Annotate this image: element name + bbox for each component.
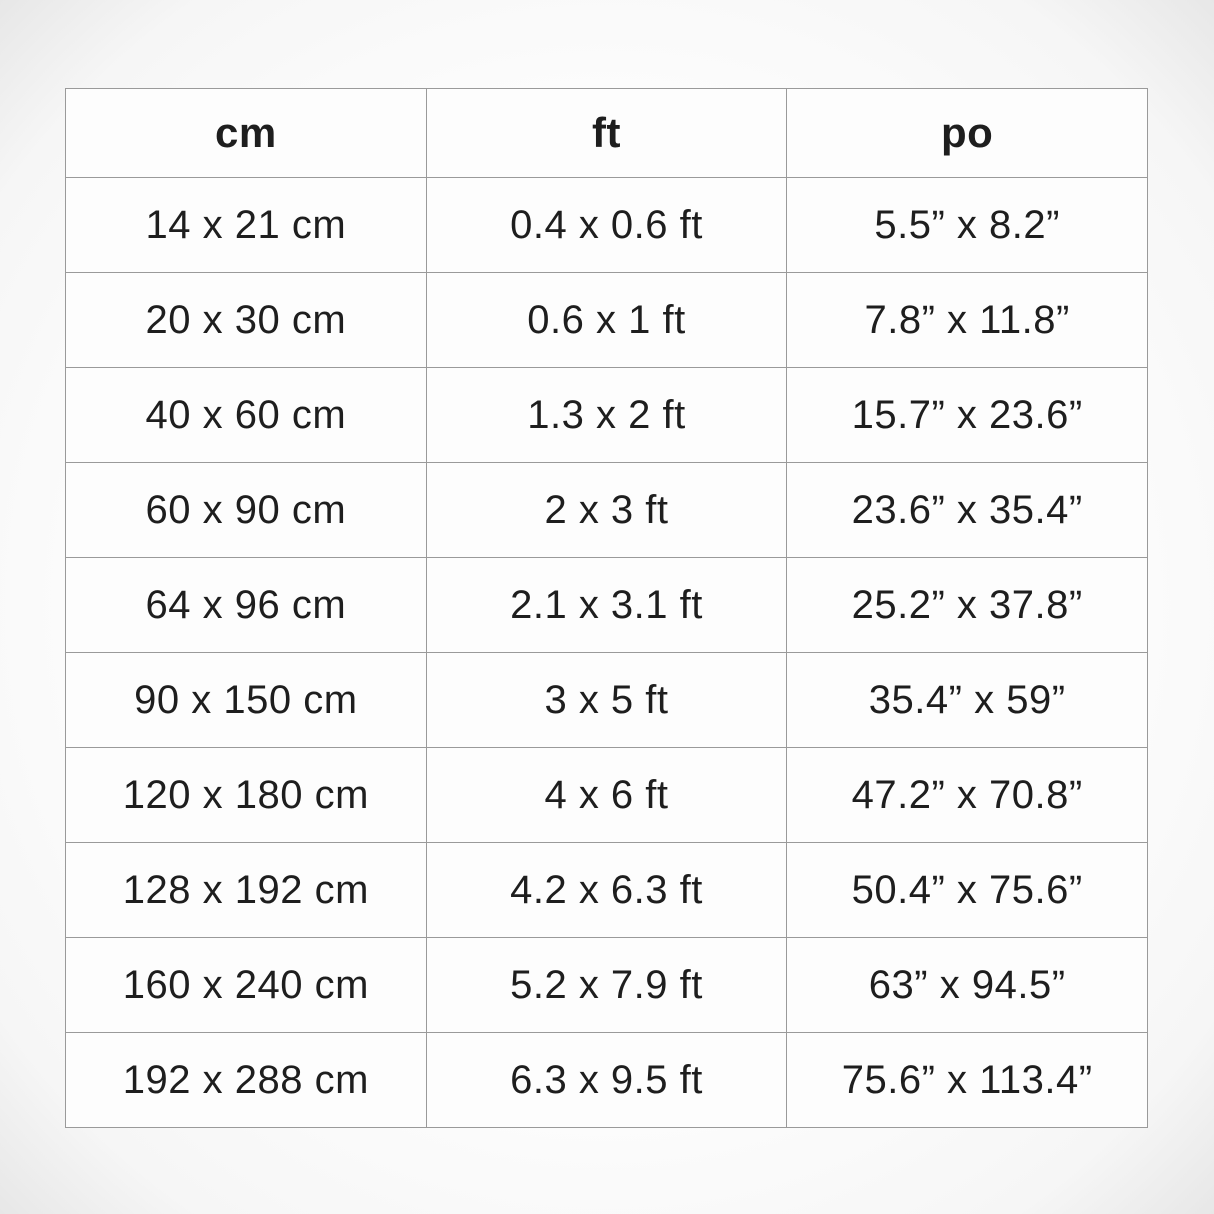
cell-cm: 120 x 180 cm: [65, 747, 427, 843]
cell-ft: 0.4 x 0.6 ft: [425, 177, 788, 273]
cell-po: 47.2” x 70.8”: [786, 747, 1148, 843]
table-row: 14 x 21 cm 0.4 x 0.6 ft 5.5” x 8.2”: [65, 177, 1148, 273]
table-row: 20 x 30 cm 0.6 x 1 ft 7.8” x 11.8”: [65, 272, 1148, 368]
cell-cm: 20 x 30 cm: [65, 272, 427, 368]
header-cell-ft: ft: [425, 88, 788, 178]
table-row: 192 x 288 cm 6.3 x 9.5 ft 75.6” x 113.4”: [65, 1032, 1148, 1128]
cell-cm: 128 x 192 cm: [65, 842, 427, 938]
cell-ft: 2.1 x 3.1 ft: [425, 557, 788, 653]
cell-po: 15.7” x 23.6”: [786, 367, 1148, 463]
table-row: 64 x 96 cm 2.1 x 3.1 ft 25.2” x 37.8”: [65, 557, 1148, 653]
cell-ft: 3 x 5 ft: [425, 652, 788, 748]
cell-po: 63” x 94.5”: [786, 937, 1148, 1033]
cell-ft: 0.6 x 1 ft: [425, 272, 788, 368]
table-row: 40 x 60 cm 1.3 x 2 ft 15.7” x 23.6”: [65, 367, 1148, 463]
cell-cm: 192 x 288 cm: [65, 1032, 427, 1128]
cell-ft: 5.2 x 7.9 ft: [425, 937, 788, 1033]
cell-po: 75.6” x 113.4”: [786, 1032, 1148, 1128]
header-cell-cm: cm: [65, 88, 427, 178]
cell-po: 35.4” x 59”: [786, 652, 1148, 748]
table-row: 60 x 90 cm 2 x 3 ft 23.6” x 35.4”: [65, 462, 1148, 558]
size-conversion-table: cm ft po 14 x 21 cm 0.4 x 0.6 ft 5.5” x …: [65, 88, 1148, 1128]
header-cell-po: po: [786, 88, 1148, 178]
cell-po: 50.4” x 75.6”: [786, 842, 1148, 938]
cell-cm: 60 x 90 cm: [65, 462, 427, 558]
cell-cm: 64 x 96 cm: [65, 557, 427, 653]
cell-cm: 14 x 21 cm: [65, 177, 427, 273]
cell-ft: 2 x 3 ft: [425, 462, 788, 558]
cell-po: 7.8” x 11.8”: [786, 272, 1148, 368]
cell-po: 5.5” x 8.2”: [786, 177, 1148, 273]
cell-cm: 40 x 60 cm: [65, 367, 427, 463]
table-row: 160 x 240 cm 5.2 x 7.9 ft 63” x 94.5”: [65, 937, 1148, 1033]
table-row: 128 x 192 cm 4.2 x 6.3 ft 50.4” x 75.6”: [65, 842, 1148, 938]
cell-cm: 160 x 240 cm: [65, 937, 427, 1033]
table-row: 90 x 150 cm 3 x 5 ft 35.4” x 59”: [65, 652, 1148, 748]
cell-ft: 1.3 x 2 ft: [425, 367, 788, 463]
cell-po: 23.6” x 35.4”: [786, 462, 1148, 558]
cell-po: 25.2” x 37.8”: [786, 557, 1148, 653]
table-header-row: cm ft po: [65, 88, 1148, 178]
table-row: 120 x 180 cm 4 x 6 ft 47.2” x 70.8”: [65, 747, 1148, 843]
cell-ft: 6.3 x 9.5 ft: [425, 1032, 788, 1128]
cell-cm: 90 x 150 cm: [65, 652, 427, 748]
cell-ft: 4 x 6 ft: [425, 747, 788, 843]
cell-ft: 4.2 x 6.3 ft: [425, 842, 788, 938]
